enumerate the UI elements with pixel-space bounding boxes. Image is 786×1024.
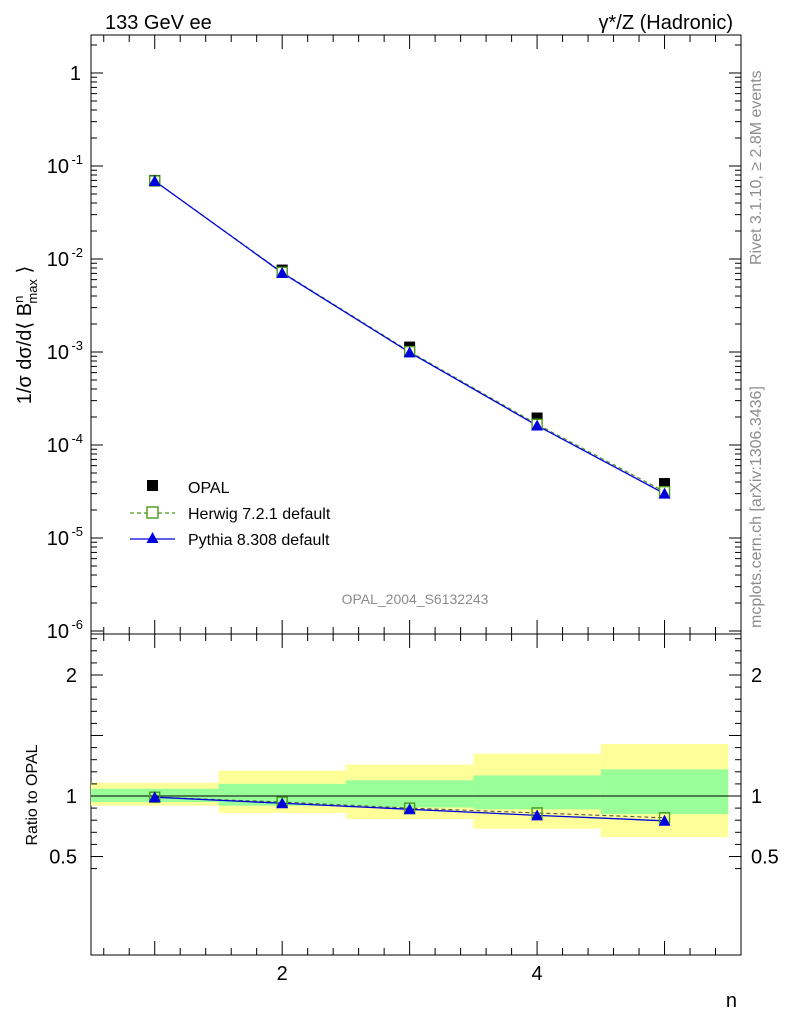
header-left: 133 GeV ee [105, 12, 212, 34]
ratio-series-group [148, 791, 671, 826]
legend-marker-opal [147, 480, 158, 491]
ratio-y-tick-label-right: 0.5 [751, 847, 779, 869]
ratio-y-tick-label-right: 1 [751, 786, 762, 808]
ratio-y-tick-label-right: 2 [751, 665, 762, 687]
herwig-line [154, 180, 665, 493]
ratio-band-inner-5 [600, 769, 729, 815]
ratio-pythia-point [148, 791, 161, 803]
rivet-version-label: Rivet 3.1.10, ≥ 2.8M events [748, 70, 765, 265]
ratio-band-inner-4 [473, 775, 601, 810]
main-y-tick-exponent: -4 [71, 431, 83, 446]
main-y-tick-exponent: -2 [71, 245, 83, 260]
ratio-pythia-point [276, 797, 289, 809]
x-tick-label: 4 [532, 963, 543, 985]
opal-point [531, 412, 543, 424]
main-y-tick-label: 10 [47, 621, 69, 643]
opal-point [659, 478, 671, 490]
pythia-point [148, 174, 161, 186]
main-y-axis-label: 1/σ dσ/d⟨ Bnmax ⟩ [11, 266, 40, 405]
ratio-band-inner-2 [218, 783, 346, 806]
pythia-point [658, 487, 671, 499]
main-y-tick-exponent: -3 [71, 338, 83, 353]
main-y-tick-exponent: -5 [71, 524, 83, 539]
legend-marker-herwig [146, 506, 159, 519]
ratio-pythia-point [531, 809, 544, 821]
legend-label-herwig: Herwig 7.2.1 default [188, 506, 331, 523]
pythia-point [403, 346, 416, 358]
legend-label-pythia: Pythia 8.308 default [188, 532, 330, 549]
ratio-y-tick-label: 1 [66, 786, 77, 808]
ratio-y-tick-label: 2 [66, 665, 77, 687]
pythia-point [276, 266, 289, 278]
main-series-group [148, 174, 671, 499]
ratio-pythia-point [403, 803, 416, 815]
ratio-y-axis-label: Ratio to OPAL [24, 744, 41, 845]
analysis-id-watermark: OPAL_2004_S6132243 [342, 591, 489, 607]
main-y-tick-label: 10 [47, 528, 69, 550]
mcplots-label: mcplots.cern.ch [arXiv:1306.3436] [748, 386, 765, 628]
legend-label-opal: OPAL [188, 480, 230, 497]
main-y-tick-label: 10 [47, 249, 69, 271]
main-y-tick-exponent: -6 [71, 617, 83, 632]
x-axis-label: n [726, 990, 737, 1012]
pythia-line [154, 180, 665, 495]
main-y-tick-label: 10 [47, 435, 69, 457]
main-y-tick-label: 10 [47, 156, 69, 178]
tick-labels: 110 -110 -210 -310 -410 -510 -62 40.5 0.51 12 2 [47, 63, 779, 985]
legend-marker-pythia [146, 532, 159, 543]
main-y-tick-label: 10 [47, 342, 69, 364]
main-y-tick-label: 1 [70, 63, 81, 85]
pythia-point [531, 419, 544, 431]
axis-ticks [91, 35, 741, 955]
ratio-uncertainty-bands [91, 743, 741, 838]
main-y-tick-exponent: -1 [71, 152, 83, 167]
legend: OPAL Herwig 7.2.1 default Pythia 8.308 d… [130, 480, 331, 549]
ratio-pythia-point [658, 814, 671, 826]
header-right: γ*/Z (Hadronic) [599, 12, 733, 34]
ratio-y-tick-label: 0.5 [49, 847, 77, 869]
x-tick-label: 2 [277, 963, 288, 985]
